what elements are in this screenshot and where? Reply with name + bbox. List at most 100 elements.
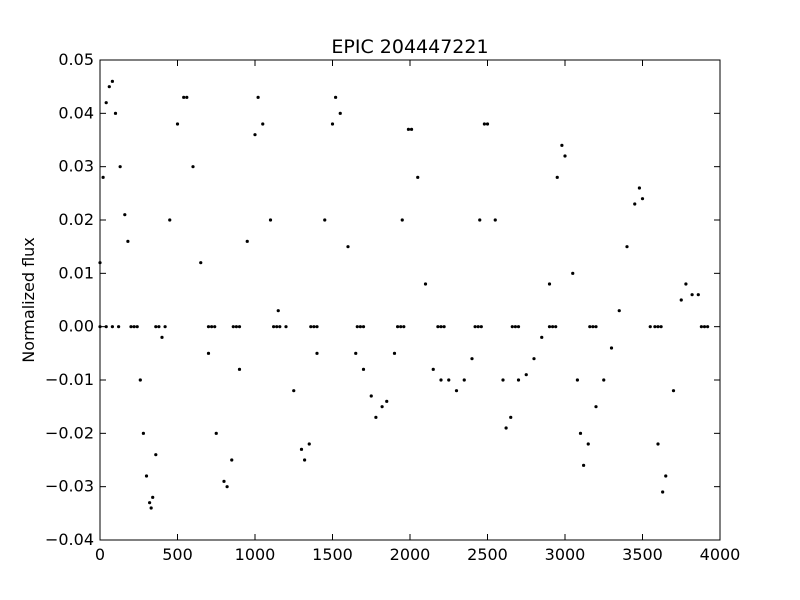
data-point (309, 325, 313, 329)
data-point (633, 202, 637, 206)
axis-ticks: 0 500 1000 1500 2000 2500 3000 3500 4000 −0.04 −0.… (45, 50, 740, 564)
data-point (275, 325, 279, 329)
data-point (182, 95, 186, 99)
data-point (206, 351, 211, 355)
data-point (245, 239, 249, 243)
y-tick-label: −0.01 (45, 370, 94, 389)
data-point (110, 325, 114, 329)
data-point (361, 367, 366, 371)
data-point (571, 271, 575, 275)
data-point (199, 261, 203, 265)
data-point (423, 282, 428, 286)
data-point (479, 325, 483, 329)
data-point (358, 325, 362, 329)
data-point (439, 378, 443, 382)
x-tick-label: 0 (95, 545, 105, 564)
data-point (648, 325, 652, 329)
data-point (653, 325, 657, 329)
data-point (163, 325, 167, 329)
data-point (261, 122, 265, 126)
data-point (230, 458, 234, 462)
data-point (656, 325, 660, 329)
data-point (588, 325, 592, 329)
data-point (330, 122, 335, 126)
data-point (594, 325, 598, 329)
data-point (454, 389, 459, 393)
x-tick-label: 4000 (700, 545, 741, 564)
y-tick-label: 0.04 (58, 103, 94, 122)
data-point (272, 325, 276, 329)
data-point (436, 325, 440, 329)
data-point (151, 495, 155, 499)
data-point (409, 127, 414, 131)
x-tick-label: 3000 (545, 545, 586, 564)
data-point (210, 325, 214, 329)
data-point (671, 389, 676, 393)
data-point (664, 474, 668, 478)
data-point (516, 378, 521, 382)
data-point (154, 453, 158, 457)
y-tick-label: 0.02 (58, 210, 94, 229)
data-point (303, 458, 307, 462)
data-point (431, 367, 435, 371)
data-point (524, 373, 528, 377)
y-axis-label: Normalized flux (19, 237, 38, 363)
data-point (706, 325, 710, 329)
x-tick-label: 3500 (622, 545, 663, 564)
data-point (138, 378, 142, 382)
data-point (547, 325, 552, 329)
data-point (237, 367, 242, 371)
data-point (354, 351, 358, 355)
data-point (225, 485, 229, 489)
data-point (256, 95, 260, 99)
data-point (609, 346, 614, 350)
x-tick-label: 1000 (235, 545, 276, 564)
data-point (416, 175, 420, 179)
data-point (168, 218, 172, 222)
data-point (237, 325, 242, 329)
data-point (493, 218, 497, 222)
x-tick-label: 1500 (312, 545, 353, 564)
data-point (154, 325, 158, 329)
data-point (299, 447, 304, 451)
data-point (278, 325, 282, 329)
data-point (476, 325, 480, 329)
data-point (107, 85, 111, 89)
data-point (594, 405, 598, 409)
data-point (129, 325, 133, 329)
data-point (578, 431, 583, 435)
data-point (206, 325, 211, 329)
data-point (473, 325, 477, 329)
data-point (307, 442, 311, 446)
data-point (334, 95, 338, 99)
data-point (617, 309, 621, 313)
data-point (513, 325, 518, 329)
data-point (374, 415, 378, 419)
data-point (253, 133, 257, 137)
data-point (141, 431, 145, 435)
data-point (482, 122, 486, 126)
data-point (315, 325, 319, 329)
data-point (118, 165, 122, 169)
data-point (380, 405, 384, 409)
data-point (276, 309, 280, 313)
plot-background (100, 60, 720, 540)
data-point (148, 501, 152, 505)
data-point (582, 463, 586, 467)
data-point (361, 325, 366, 329)
data-point (563, 154, 567, 158)
data-point (439, 325, 443, 329)
data-point (679, 298, 683, 302)
y-tick-label: 0.00 (58, 317, 94, 336)
data-point (402, 325, 406, 329)
y-tick-label: 0.03 (58, 157, 94, 176)
data-point (406, 127, 411, 131)
data-point (149, 506, 153, 510)
data-point (110, 79, 114, 83)
data-point (661, 490, 665, 494)
data-point (101, 175, 105, 179)
y-tick-label: −0.04 (45, 530, 94, 549)
data-point (447, 378, 451, 382)
data-point (696, 293, 700, 297)
